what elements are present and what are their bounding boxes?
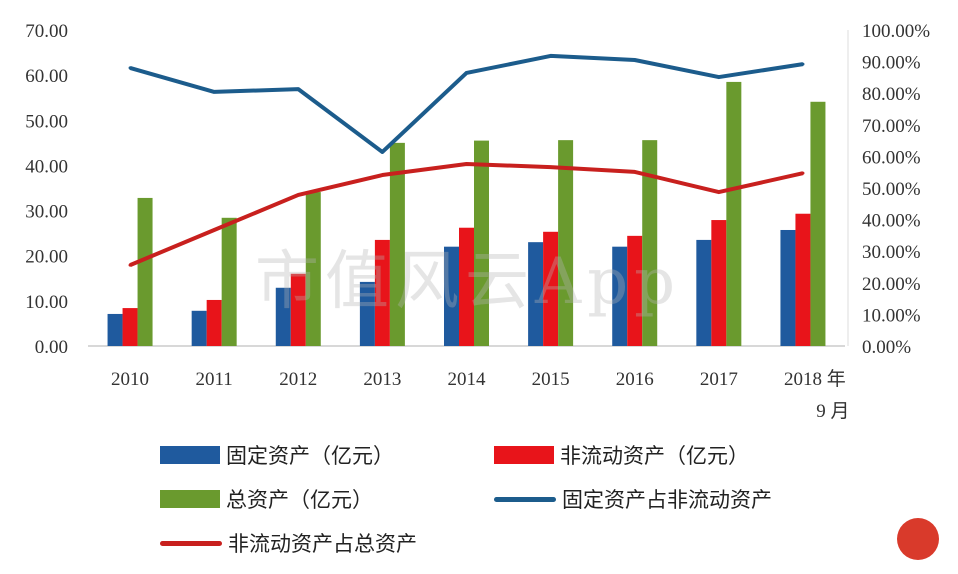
legend-swatch-green <box>160 490 220 508</box>
bar-1-2015 <box>543 231 559 346</box>
x-tick-label: 2011 <box>196 369 233 390</box>
bar-1-2010 <box>122 308 138 346</box>
line-point-0 <box>801 62 805 66</box>
legend-item-fixed-ratio: 固定资产占非流动资产 <box>494 484 772 514</box>
left-tick-label: 10.00 <box>25 292 68 313</box>
bar-0-2017 <box>696 239 712 346</box>
line-point-0 <box>380 150 384 154</box>
bar-2-2010 <box>137 197 153 346</box>
right-tick-label: 80.00% <box>862 84 921 105</box>
line-point-1 <box>633 170 637 174</box>
left-tick-label: 30.00 <box>25 202 68 223</box>
line-point-0 <box>549 54 553 58</box>
line-point-1 <box>296 193 300 197</box>
legend-swatch-red <box>494 446 554 464</box>
bar-1-2016 <box>627 235 643 346</box>
x-tick-label: 2012 <box>279 369 317 390</box>
line-point-1 <box>801 171 805 175</box>
x-tick-label: 2018 年 <box>784 368 846 390</box>
left-tick-label: 0.00 <box>35 337 68 358</box>
bar-1-2018 <box>795 213 811 346</box>
bar-0-2011 <box>191 310 207 346</box>
legend-line-red <box>160 540 222 546</box>
right-tick-label: 20.00% <box>862 274 921 295</box>
bar-0-2010 <box>107 313 123 346</box>
right-tick-label: 90.00% <box>862 53 921 74</box>
legend-item-noncurrent-assets: 非流动资产（亿元） <box>494 440 749 470</box>
x-tick-label: 2015 <box>532 369 570 390</box>
left-tick-label: 70.00 <box>25 21 68 42</box>
line-point-0 <box>128 66 132 70</box>
bar-1-2017 <box>711 220 727 346</box>
left-tick-label: 50.00 <box>25 111 68 132</box>
bar-0-2012 <box>275 287 291 346</box>
bar-2-2015 <box>558 140 574 346</box>
legend-label: 非流动资产占总资产 <box>228 532 417 556</box>
x-tick-label: 2016 <box>616 369 654 390</box>
x-tick-label: 2017 <box>700 369 738 390</box>
left-tick-label: 20.00 <box>25 247 68 268</box>
line-point-1 <box>212 228 216 232</box>
bar-2-2017 <box>726 81 742 347</box>
bar-1-2012 <box>290 273 306 346</box>
bar-1-2013 <box>374 239 390 346</box>
legend-item-noncurrent-ratio: 非流动资产占总资产 <box>160 528 417 558</box>
x-tick-label: 2010 <box>111 369 149 390</box>
x-tick-label: 2013 <box>363 369 401 390</box>
right-tick-label: 50.00% <box>862 179 921 200</box>
seal-logo <box>897 518 939 560</box>
bar-0-2014 <box>444 246 459 346</box>
line-point-1 <box>549 165 553 169</box>
right-tick-label: 60.00% <box>862 147 921 168</box>
legend-label: 总资产（亿元） <box>226 488 373 512</box>
bar-2-2011 <box>221 217 237 346</box>
right-tick-label: 100.00% <box>862 21 930 42</box>
bar-0-2016 <box>612 246 628 346</box>
line-point-1 <box>380 173 384 177</box>
left-tick-label: 40.00 <box>25 156 68 177</box>
watermark: 市值风云App <box>255 245 682 319</box>
x-tick-sublabel: 9 月 <box>816 401 849 420</box>
left-tick-label: 60.00 <box>25 66 68 87</box>
right-tick-label: 0.00% <box>862 337 911 358</box>
right-tick-label: 30.00% <box>862 242 921 263</box>
legend-label: 固定资产（亿元） <box>226 444 394 468</box>
bar-2-2014 <box>474 140 489 346</box>
line-series-0 <box>129 53 804 154</box>
bar-2-2012 <box>305 192 321 346</box>
line-point-1 <box>717 190 721 194</box>
right-tick-label: 10.00% <box>862 305 921 326</box>
bar-2-2016 <box>642 140 658 346</box>
line-point-0 <box>212 90 216 94</box>
legend-item-fixed-assets: 固定资产（亿元） <box>160 440 394 470</box>
line-point-0 <box>465 71 468 75</box>
bar-0-2013 <box>359 281 375 346</box>
line-point-1 <box>128 263 132 267</box>
bar-1-2011 <box>206 299 222 346</box>
line-point-1 <box>465 162 468 166</box>
chart: 0.00 10.00 20.00 30.00 40.00 50.00 60.00 70.00 0… <box>25 21 930 420</box>
legend-label: 非流动资产（亿元） <box>560 444 749 468</box>
line-point-0 <box>296 87 300 91</box>
bar-2-2018 <box>810 101 826 346</box>
x-tick-label: 2014 <box>448 369 487 390</box>
bar-0-2018 <box>780 229 796 346</box>
line-point-0 <box>717 75 721 79</box>
right-tick-label: 40.00% <box>862 211 921 232</box>
legend-label: 固定资产占非流动资产 <box>562 488 772 512</box>
legend-item-total-assets: 总资产（亿元） <box>160 484 373 514</box>
legend-swatch-blue <box>160 446 220 464</box>
bar-0-2015 <box>528 242 544 346</box>
bar-1-2014 <box>459 227 474 346</box>
bar-2-2013 <box>389 142 405 346</box>
right-tick-label: 70.00% <box>862 116 921 137</box>
legend-line-blue <box>494 496 556 502</box>
line-point-0 <box>633 58 637 62</box>
